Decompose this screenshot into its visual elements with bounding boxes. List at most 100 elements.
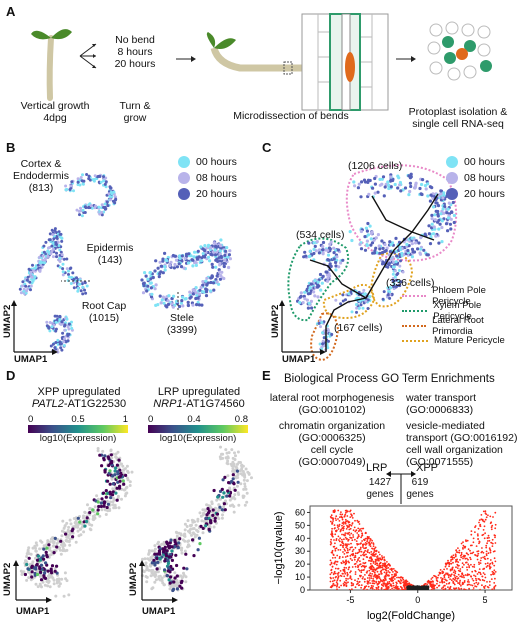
stele-cell: [208, 259, 212, 263]
expressing-cell: [165, 541, 169, 546]
phloem-cell: [400, 251, 404, 255]
mature-cell: [395, 278, 398, 282]
gene-point: [352, 583, 355, 585]
rootcap-cell: [56, 338, 60, 342]
rootcap-cell: [67, 322, 71, 326]
gene-point: [385, 588, 388, 590]
expressing-cell: [38, 566, 42, 571]
gene-point: [468, 566, 471, 569]
protoplast-cells-illustration: [427, 21, 492, 81]
cortex-cell: [103, 182, 107, 186]
gene-point: [477, 552, 480, 555]
gene-point: [360, 569, 363, 572]
background-cell: [25, 560, 29, 564]
expressing-cell: [99, 501, 103, 505]
gene-point: [356, 537, 359, 540]
gene-point: [375, 581, 378, 584]
background-cell: [241, 496, 245, 499]
expressing-cell: [111, 482, 115, 486]
phloem-cell: [376, 233, 380, 237]
expressing-cell: [153, 552, 157, 556]
gene-point: [392, 584, 395, 587]
expressing-cell: [30, 575, 34, 579]
epidermis-cell: [83, 288, 86, 292]
lrp-cell: [319, 325, 322, 329]
panel-c-umap1-label: UMAP1: [282, 354, 316, 365]
expressing-cell: [175, 587, 179, 591]
gene-point: [405, 583, 408, 585]
expressing-cell: [175, 574, 179, 578]
xylem-cell: [309, 299, 313, 303]
epidermis-cell: [37, 256, 41, 259]
y-tick-label: 0: [300, 585, 305, 595]
gene-point: [376, 559, 378, 562]
cortex-cell: [76, 183, 80, 187]
expressing-cell: [176, 546, 180, 550]
gene-point: [364, 585, 366, 588]
gene-point: [341, 513, 344, 516]
gene-point: [486, 557, 489, 560]
xylem-cell: [303, 290, 307, 294]
stele-cell: [154, 259, 158, 263]
gene-point: [447, 586, 449, 588]
expressing-cell: [25, 562, 29, 567]
mature-cell: [341, 293, 345, 297]
gene-point: [459, 570, 462, 573]
gene-point: [340, 584, 342, 587]
expressing-cell: [204, 524, 208, 528]
stele-cell: [149, 286, 153, 290]
epidermis-cell: [55, 243, 58, 247]
background-cell: [126, 471, 130, 474]
epidermis-cell: [26, 275, 30, 279]
stele-cell: [219, 238, 223, 242]
gene-point: [460, 551, 463, 554]
gene-point: [334, 549, 337, 552]
phloem-cell: [373, 191, 377, 195]
expressing-cell: [96, 500, 100, 504]
xpp-tick-1: 0.5: [71, 414, 85, 425]
gene-point: [443, 576, 446, 579]
gene-point: [339, 579, 342, 582]
stele-cell: [186, 303, 190, 308]
gene-point: [337, 572, 339, 575]
gene-point: [336, 554, 339, 557]
background-cell: [239, 461, 242, 464]
expressing-cell: [178, 584, 182, 588]
cluster-epidermis-count: (143): [97, 254, 123, 266]
gene-point: [449, 585, 452, 588]
gene-point: [344, 513, 347, 516]
gene-point: [470, 584, 472, 586]
xylem-cell: [327, 258, 331, 262]
background-cell: [215, 498, 219, 502]
background-cell: [111, 487, 115, 491]
gene-point: [378, 577, 381, 579]
epidermis-cell: [76, 286, 80, 290]
background-cell: [237, 493, 241, 496]
stele-cell: [154, 303, 158, 307]
background-cell: [51, 540, 55, 543]
cortex-cell: [81, 182, 85, 186]
stele-cell: [184, 252, 189, 256]
gene-point: [453, 578, 456, 581]
stele-cell: [159, 270, 163, 274]
stele-cell: [174, 299, 179, 304]
go-title: Biological Process GO Term Enrichments: [284, 373, 495, 385]
epidermis-cell: [61, 273, 65, 277]
gene-point: [329, 520, 332, 523]
gene-point: [485, 566, 488, 568]
background-cell: [79, 527, 83, 531]
epidermis-cell: [51, 255, 55, 259]
background-cell: [120, 497, 123, 501]
background-cell: [212, 525, 216, 529]
stele-cell: [163, 251, 167, 255]
gene-point: [351, 517, 354, 519]
gene-point: [363, 554, 366, 557]
gene-point: [466, 539, 469, 542]
gene-point: [381, 556, 384, 559]
gene-point: [344, 560, 347, 563]
expressing-cell: [168, 541, 172, 545]
stele-cell: [156, 266, 160, 270]
stele-cell: [227, 265, 231, 270]
gene-point: [351, 522, 354, 524]
background-cell: [65, 535, 69, 539]
